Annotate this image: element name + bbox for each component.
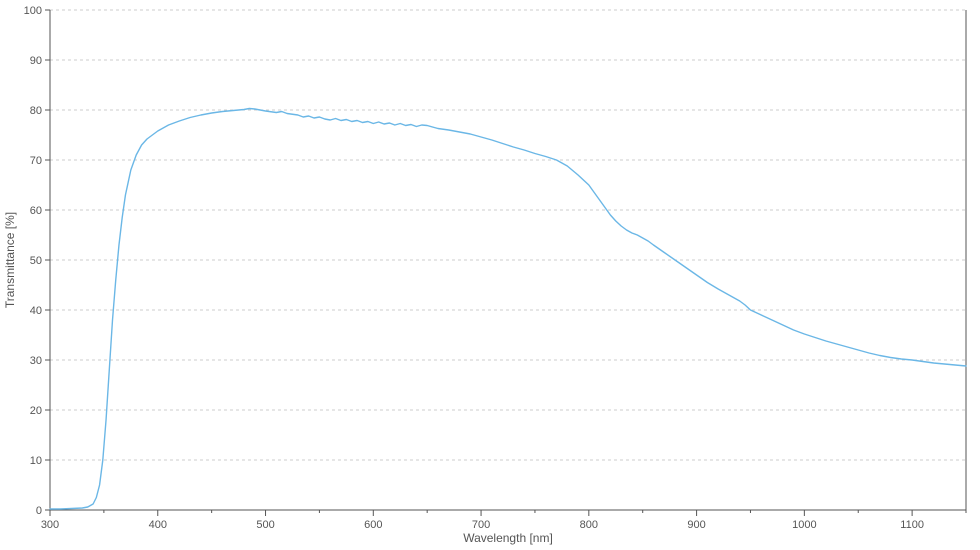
y-tick-label: 40	[30, 305, 42, 317]
x-tick-label: 600	[364, 519, 382, 531]
grid	[50, 10, 966, 510]
transmittance-chart: 300 400 500 600 700 800 900 1000 1100 0 10 20 30 40 50…	[0, 0, 980, 550]
y-tick-label: 0	[36, 505, 42, 517]
y-tick-label: 50	[30, 255, 42, 267]
y-axis-label: Transmittance [%]	[3, 212, 17, 308]
x-tick-label: 800	[580, 519, 598, 531]
x-tick-label: 1100	[900, 519, 924, 531]
y-ticks: 0 10 20 30 40 50 60 70 80 90 100	[24, 5, 50, 517]
x-tick-label: 900	[687, 519, 705, 531]
y-tick-label: 90	[30, 55, 42, 67]
x-tick-label: 700	[472, 519, 490, 531]
y-tick-label: 10	[30, 455, 42, 467]
x-tick-label: 300	[41, 519, 59, 531]
y-tick-label: 80	[30, 105, 42, 117]
series-transmittance	[50, 109, 966, 510]
x-tick-label: 400	[149, 519, 167, 531]
x-axis-label: Wavelength [nm]	[463, 531, 553, 545]
x-ticks: 300 400 500 600 700 800 900 1000 1100	[41, 510, 966, 531]
y-tick-label: 20	[30, 405, 42, 417]
x-tick-label: 1000	[792, 519, 816, 531]
y-tick-label: 70	[30, 155, 42, 167]
y-tick-label: 60	[30, 205, 42, 217]
x-tick-label: 500	[256, 519, 274, 531]
y-tick-label: 100	[24, 5, 42, 17]
y-tick-label: 30	[30, 355, 42, 367]
